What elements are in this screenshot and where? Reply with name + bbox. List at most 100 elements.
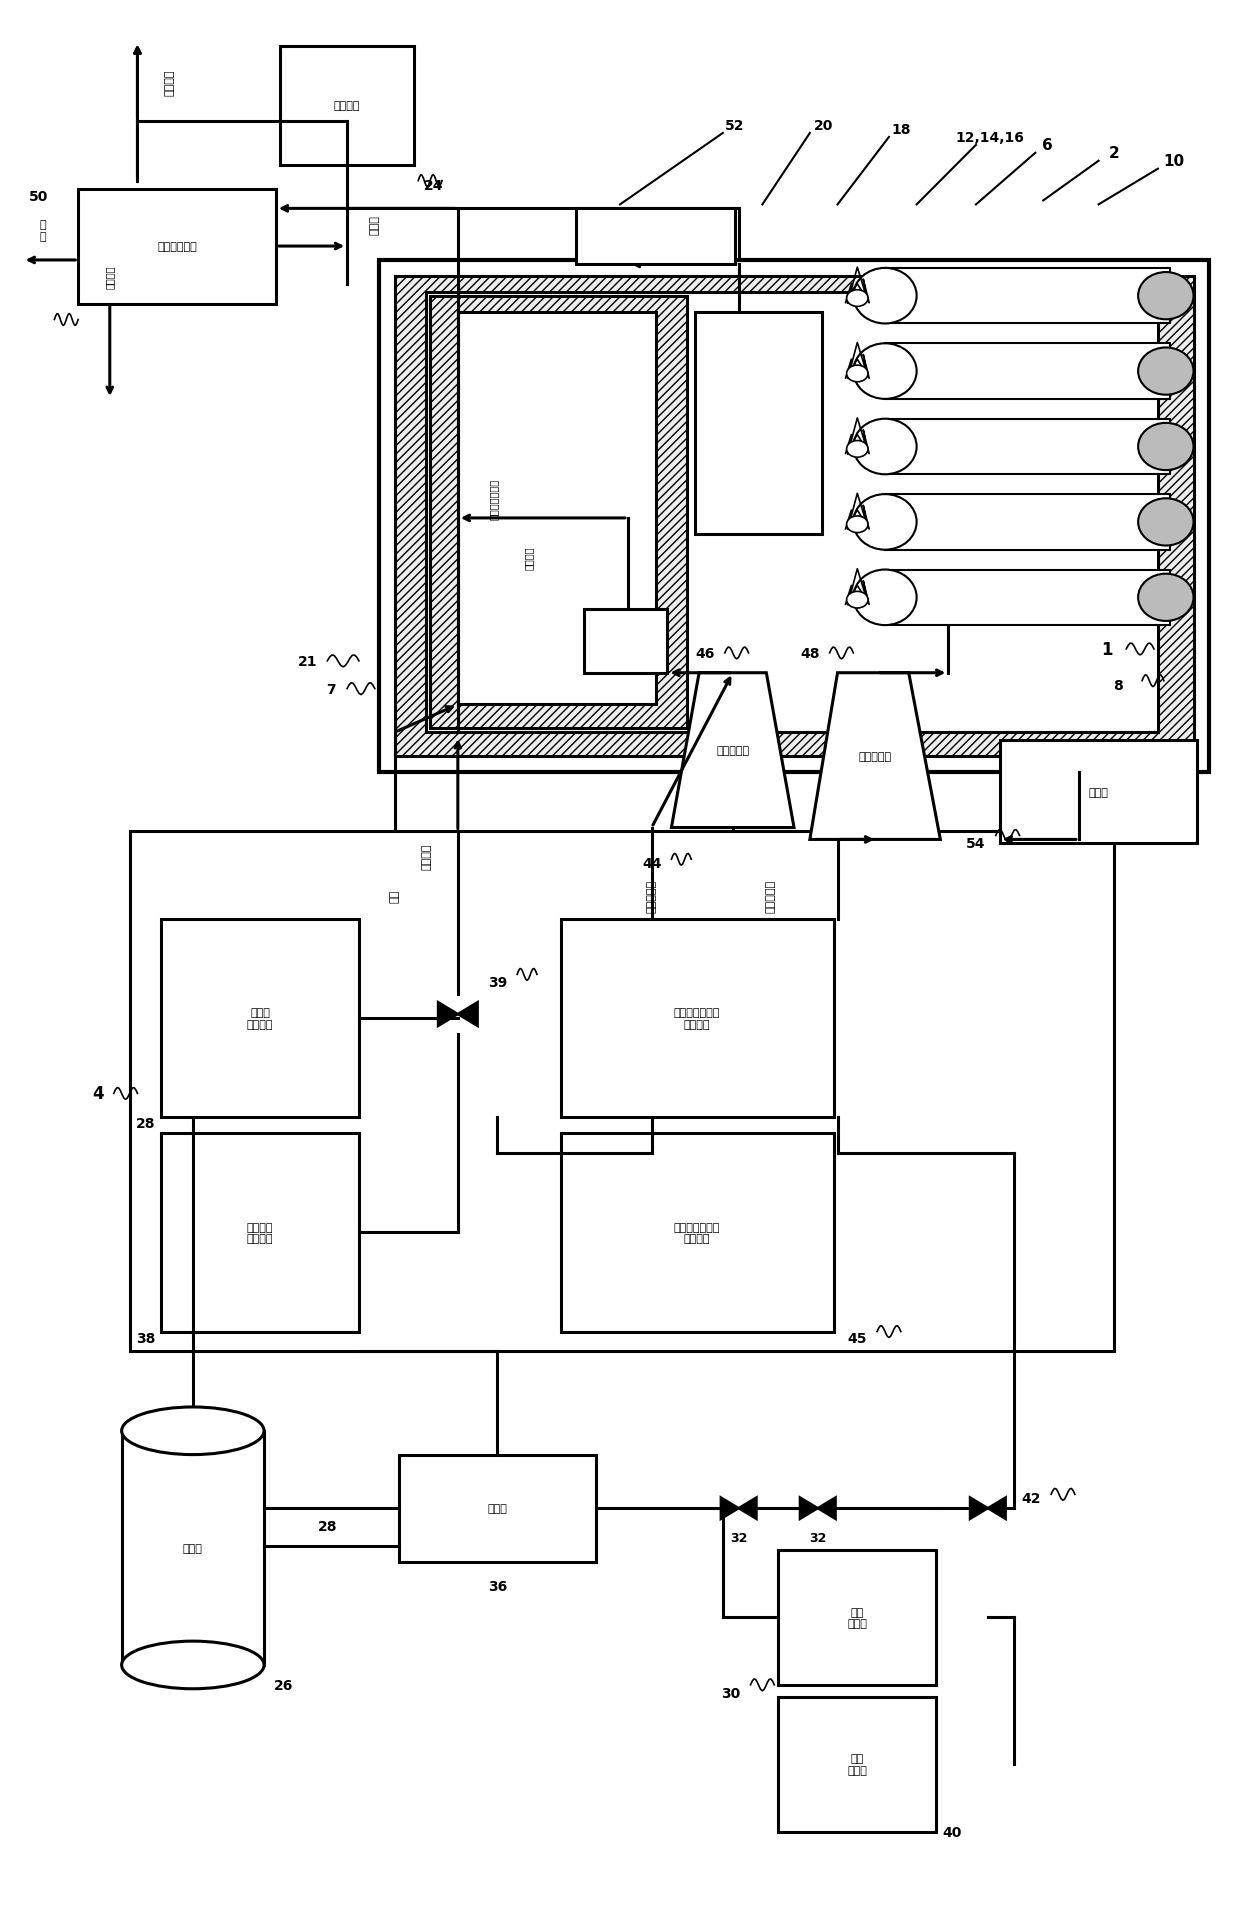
Text: 水流量
调整单元: 水流量 调整单元: [247, 1007, 273, 1030]
Text: 排放气体: 排放气体: [525, 547, 534, 570]
Text: 纯水: 纯水: [389, 888, 399, 901]
Text: 逆变器: 逆变器: [1089, 787, 1109, 798]
Bar: [885, 570, 1169, 626]
Text: 自来水: 自来水: [370, 214, 379, 235]
Text: 38: 38: [135, 1330, 155, 1346]
Text: 54: 54: [966, 836, 986, 852]
Ellipse shape: [1138, 574, 1194, 622]
Text: 脱硫器: 脱硫器: [487, 1502, 507, 1514]
Bar: [398, 1455, 596, 1562]
Text: 暖水制造装置: 暖水制造装置: [157, 241, 197, 253]
Text: 26: 26: [274, 1679, 294, 1692]
Text: 42: 42: [1022, 1491, 1042, 1506]
Bar: [885, 268, 1169, 323]
Bar: [885, 496, 1169, 551]
Polygon shape: [720, 1497, 739, 1520]
Text: 第２加热器: 第２加热器: [858, 752, 892, 762]
Text: 重整用空气: 重整用空气: [646, 879, 657, 913]
Bar: [779, 1550, 936, 1684]
Text: 空气
供给源: 空气 供给源: [847, 1753, 867, 1774]
Bar: [394, 278, 1194, 756]
Ellipse shape: [847, 442, 868, 457]
Ellipse shape: [853, 345, 916, 400]
Polygon shape: [810, 674, 940, 840]
Ellipse shape: [847, 591, 868, 609]
Text: 36: 36: [487, 1579, 507, 1592]
Text: 40: 40: [942, 1824, 962, 1839]
Text: 纯水箱: 纯水箱: [184, 1543, 203, 1552]
Text: 第１加热器: 第１加热器: [717, 746, 749, 756]
Text: 32: 32: [730, 1531, 748, 1545]
Bar: [430, 297, 687, 729]
Text: 50: 50: [29, 189, 48, 205]
Ellipse shape: [853, 268, 916, 323]
Text: 排放气体: 排放气体: [164, 69, 174, 96]
Ellipse shape: [1138, 274, 1194, 320]
Polygon shape: [800, 1497, 817, 1520]
Text: 空气、燃料气体: 空气、燃料气体: [489, 478, 498, 519]
Text: 32: 32: [808, 1531, 826, 1545]
Ellipse shape: [853, 570, 916, 626]
Bar: [427, 293, 1158, 733]
Text: 7: 7: [326, 681, 336, 697]
Ellipse shape: [1138, 500, 1194, 545]
Text: 8: 8: [1114, 678, 1123, 693]
Bar: [122, 1432, 264, 1665]
Text: 52: 52: [725, 119, 744, 132]
Text: 燃料流量
调整单元: 燃料流量 调整单元: [247, 1221, 273, 1244]
Ellipse shape: [847, 366, 868, 383]
Text: 45: 45: [848, 1330, 867, 1346]
Bar: [161, 1133, 358, 1332]
Bar: [584, 611, 667, 674]
Bar: [696, 312, 822, 534]
Text: 排放气体: 排放气体: [104, 264, 115, 289]
Text: 燃料
供给源: 燃料 供给源: [847, 1606, 867, 1629]
Text: 温
水: 温 水: [40, 220, 46, 241]
Text: 48: 48: [800, 647, 820, 660]
Text: 18: 18: [892, 122, 910, 138]
Bar: [378, 260, 1209, 773]
Polygon shape: [438, 1003, 458, 1026]
Polygon shape: [458, 1003, 477, 1026]
Text: 44: 44: [642, 857, 661, 871]
Ellipse shape: [853, 419, 916, 475]
Text: 发电用空气: 发电用空气: [765, 879, 775, 913]
Text: 24: 24: [424, 178, 444, 193]
Polygon shape: [988, 1497, 1006, 1520]
Ellipse shape: [1138, 423, 1194, 471]
Ellipse shape: [853, 496, 916, 551]
Text: 发电用空气流量
调整单元: 发电用空气流量 调整单元: [673, 1221, 720, 1244]
Bar: [779, 1698, 936, 1832]
Text: 6: 6: [1042, 138, 1053, 153]
Bar: [458, 312, 656, 704]
Bar: [280, 46, 414, 167]
Polygon shape: [817, 1497, 836, 1520]
Text: 12,14,16: 12,14,16: [955, 130, 1024, 145]
Text: 水供给源: 水供给源: [334, 101, 361, 111]
Ellipse shape: [847, 291, 868, 308]
Text: 2: 2: [1109, 145, 1120, 161]
Text: 20: 20: [813, 119, 833, 132]
Bar: [560, 919, 833, 1118]
Bar: [885, 345, 1169, 400]
Ellipse shape: [847, 517, 868, 534]
Ellipse shape: [1138, 348, 1194, 396]
Bar: [161, 919, 358, 1118]
Bar: [560, 1133, 833, 1332]
Ellipse shape: [122, 1407, 264, 1455]
Ellipse shape: [122, 1642, 264, 1688]
Text: 21: 21: [298, 655, 317, 668]
Text: 燃料气体: 燃料气体: [422, 842, 432, 869]
Text: 1: 1: [1101, 641, 1112, 658]
Bar: [129, 833, 1115, 1351]
Text: 重整用空气流量
调整单元: 重整用空气流量 调整单元: [673, 1007, 720, 1030]
Bar: [885, 419, 1169, 475]
Text: 28: 28: [135, 1116, 155, 1131]
Text: 10: 10: [1163, 155, 1184, 168]
Bar: [78, 189, 275, 304]
Bar: [999, 741, 1198, 844]
Polygon shape: [739, 1497, 756, 1520]
Text: 4: 4: [92, 1085, 104, 1102]
Text: 39: 39: [487, 976, 507, 990]
Text: 28: 28: [317, 1520, 337, 1533]
